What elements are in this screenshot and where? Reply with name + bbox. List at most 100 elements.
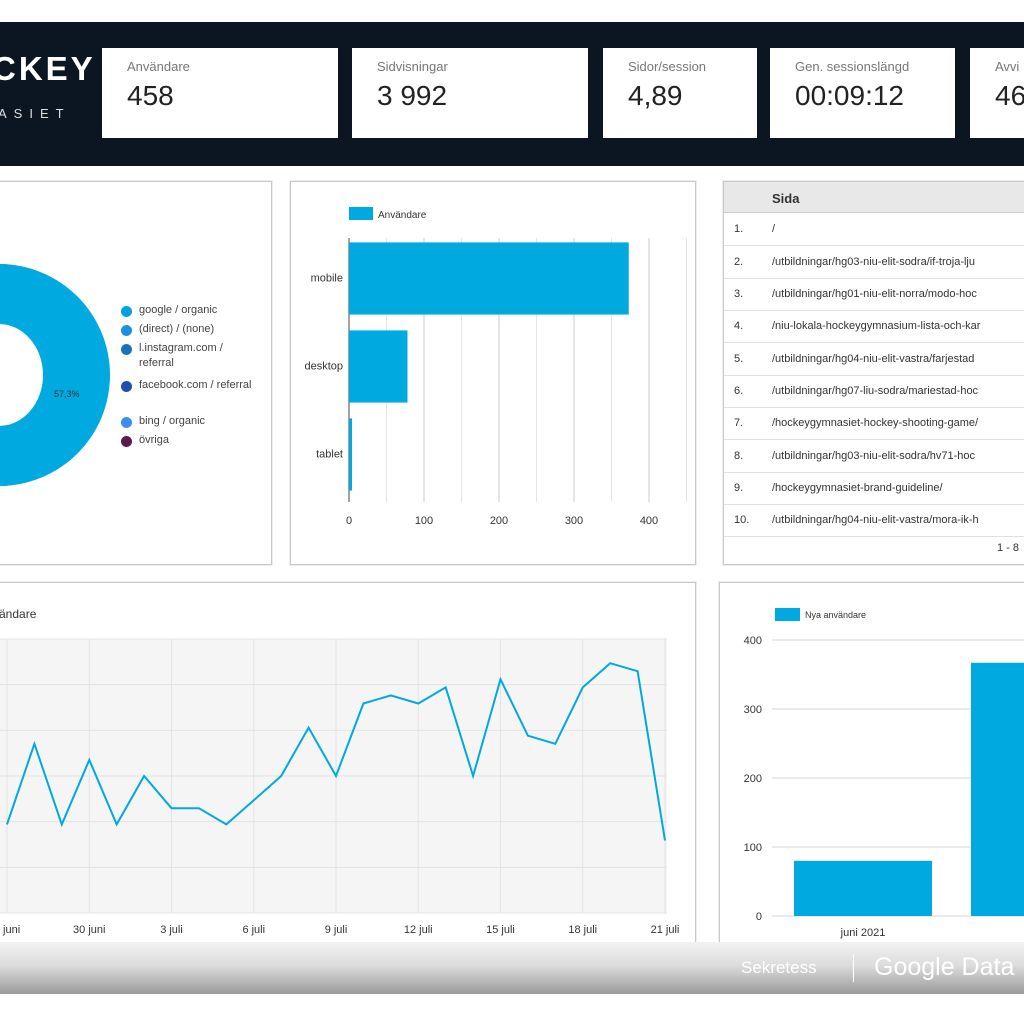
x-tick-label: 300 <box>565 515 583 527</box>
row-number: 10. <box>734 514 750 526</box>
y-tick-label: 0 <box>756 911 762 923</box>
users-line-chart: 7 juni 30 juni 3 juli 6 juli 9 juli 12 juli 15… <box>0 638 680 936</box>
logo-text: CKEY <box>0 50 96 87</box>
privacy-link[interactable]: Sekretess <box>741 958 817 977</box>
bar-0 <box>794 860 932 916</box>
legend-dot <box>121 344 132 355</box>
legend-label: l.instagram.com / referral <box>139 342 223 369</box>
kpi-value: 3 992 <box>377 80 448 111</box>
row-number: 6. <box>734 385 744 397</box>
table-row[interactable]: 5. /utbildningar/hg04-niu-elit-vastra/fa… <box>724 343 1024 376</box>
kpi-card-pages-per-session[interactable]: Sidor/session 4,89 <box>603 48 757 138</box>
table-row[interactable]: 9. /hockeygymnasiet-brand-guideline/ <box>724 472 1024 505</box>
series-line <box>6 662 666 841</box>
kpi-card-bounce[interactable]: Avvi 46 <box>970 48 1024 138</box>
source-medium-panel: 57,3% google / organic (direct) / (none)… <box>0 181 272 565</box>
row-number: 3. <box>734 288 744 300</box>
kpi-value: 458 <box>127 80 174 111</box>
x-tick-label: juni 2021 <box>840 927 886 939</box>
kpi-value: 4,89 <box>628 80 683 111</box>
x-tick-label: 3 juli <box>160 924 183 936</box>
table-row[interactable]: 10. /utbildningar/hg04-niu-elit-vastra/m… <box>724 504 1024 537</box>
footer-brand[interactable]: Google Data <box>874 953 1015 981</box>
kpi-label: Avvi <box>995 59 1020 74</box>
table-row[interactable]: 1. / <box>724 213 1024 246</box>
kpi-label: Gen. sessionslängd <box>795 59 910 74</box>
y-tick-label: 300 <box>744 704 762 716</box>
x-tick-label: 9 juli <box>325 924 348 936</box>
donut-slice-label: 57,3% <box>54 389 80 399</box>
row-number: 5. <box>734 353 744 365</box>
table-row[interactable]: 8. /utbildningar/hg03-niu-elit-sodra/hv7… <box>724 440 1024 473</box>
row-page: / <box>772 223 776 235</box>
donut-chart: 57,3% <box>0 264 110 486</box>
page-table-panel: Sida 1. / 2. /utbildningar/hg03-niu-elit… <box>723 181 1024 565</box>
line-chart-legend-label: ändare <box>0 607 37 621</box>
table-row[interactable]: 2. /utbildningar/hg03-niu-elit-sodra/if-… <box>724 246 1024 279</box>
legend-swatch <box>349 207 373 220</box>
table-row[interactable]: 3. /utbildningar/hg01-niu-elit-norra/mod… <box>724 278 1024 311</box>
pagination-label[interactable]: 1 - 8 <box>997 542 1020 554</box>
kpi-label: Användare <box>127 59 190 74</box>
x-tick-label: 200 <box>490 515 508 527</box>
y-tick-label: mobile <box>311 273 343 285</box>
kpi-card-pageviews[interactable]: Sidvisningar 3 992 <box>352 48 588 138</box>
row-page: /utbildningar/hg03-niu-elit-sodra/hv71-h… <box>772 450 976 462</box>
row-number: 2. <box>734 256 744 268</box>
bar-mobile <box>349 242 629 315</box>
y-tick-label: desktop <box>304 361 343 373</box>
bar-tablet <box>349 418 352 491</box>
users-over-time-panel: ändare 7 juni 30 juni 3 juli 6 juli 9 juli 12… <box>0 582 696 974</box>
row-number: 7. <box>734 417 744 429</box>
x-tick-label: 6 juli <box>242 924 265 936</box>
legend-label: Användare <box>378 210 427 221</box>
kpi-value: 46 <box>995 80 1024 111</box>
table-row[interactable]: 4. /niu-lokala-hockeygymnasium-lista-och… <box>724 310 1024 343</box>
report-header: CKEY ASIET Användare 458 Sidvisningar 3 … <box>0 22 1024 166</box>
footer-divider <box>853 954 854 982</box>
kpi-value: 00:09:12 <box>795 80 904 111</box>
row-page: /hockeygymnasiet-brand-guideline/ <box>772 482 943 494</box>
row-number: 8. <box>734 450 744 462</box>
device-bar-chart: 0 100 200 300 400 mobile desktop tablet Användar… <box>304 207 687 527</box>
table-header[interactable]: Sida <box>724 182 1024 213</box>
table-row[interactable]: 6. /utbildningar/hg07-liu-sodra/mariesta… <box>724 375 1024 408</box>
x-tick-label: 18 juli <box>568 924 597 936</box>
x-tick-label: 100 <box>415 515 433 527</box>
bar-1 <box>971 662 1024 916</box>
y-tick-label: 200 <box>744 773 762 785</box>
legend-label: bing / organic <box>139 415 206 427</box>
legend-label: övriga <box>139 434 169 446</box>
row-page: /utbildningar/hg03-niu-elit-sodra/if-tro… <box>772 256 975 268</box>
legend-dot <box>121 306 132 317</box>
kpi-label: Sidor/session <box>628 59 707 74</box>
logo-subtext: ASIET <box>0 106 71 121</box>
row-number: 4. <box>734 320 744 332</box>
row-page: /utbildningar/hg01-niu-elit-norra/modo-h… <box>772 288 977 300</box>
kpi-card-users[interactable]: Användare 458 <box>102 48 338 138</box>
row-number: 1. <box>734 223 744 235</box>
kpi-label: Sidvisningar <box>377 59 448 74</box>
device-category-panel: 0 100 200 300 400 mobile desktop tablet Användar… <box>290 181 696 565</box>
donut-slice-google-organic-right[interactable] <box>0 264 103 486</box>
column-header-page[interactable]: Sida <box>772 191 800 206</box>
legend-dot <box>121 381 132 392</box>
legend-label: facebook.com / referral <box>139 379 252 391</box>
x-tick-label: 0 <box>346 515 352 527</box>
row-page: /niu-lokala-hockeygymnasium-lista-och-ka… <box>772 320 981 332</box>
legend-label: Nya användare <box>805 610 866 620</box>
bar-desktop <box>349 330 408 403</box>
legend-swatch <box>775 608 800 621</box>
x-tick-label: 12 juli <box>404 924 433 936</box>
kpi-card-session-duration[interactable]: Gen. sessionslängd 00:09:12 <box>770 48 955 138</box>
x-tick-label: 30 juni <box>73 924 105 936</box>
table-row[interactable]: 7. /hockeygymnasiet-hockey-shooting-game… <box>724 407 1024 440</box>
row-number: 9. <box>734 482 744 494</box>
x-tick-label: 21 juli <box>651 924 680 936</box>
embed-footer: Sekretess Google Data <box>0 942 1024 994</box>
row-page: /utbildningar/hg07-liu-sodra/mariestad-h… <box>772 385 979 397</box>
legend-dot <box>121 417 132 428</box>
y-tick-label: tablet <box>316 449 343 461</box>
row-page: /utbildningar/hg04-niu-elit-vastra/farje… <box>772 353 975 365</box>
